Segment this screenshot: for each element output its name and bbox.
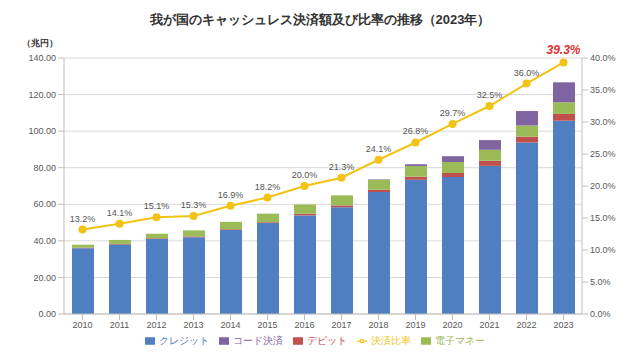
- html-text:決済比率: 決済比率: [371, 335, 411, 346]
- svg-text:2021: 2021: [479, 320, 499, 330]
- svg-text:100.00: 100.00: [28, 126, 56, 136]
- svg-text:14.1%: 14.1%: [107, 208, 133, 218]
- svg-text:2020: 2020: [442, 320, 462, 330]
- svg-text:2012: 2012: [146, 320, 166, 330]
- html-text:我が国のキャッシュレス決済額及び比率の推移（2023年）: 我が国のキャッシュレス決済額及び比率の推移（2023年）: [149, 12, 491, 27]
- svg-text:29.7%: 29.7%: [440, 108, 466, 118]
- svg-text:10.0%: 10.0%: [590, 245, 616, 255]
- svg-text:2023: 2023: [553, 320, 573, 330]
- svg-text:2010: 2010: [72, 320, 92, 330]
- svg-text:2014: 2014: [220, 320, 240, 330]
- svg-text:15.1%: 15.1%: [144, 201, 170, 211]
- svg-text:2011: 2011: [110, 320, 129, 330]
- svg-text:20.0%: 20.0%: [590, 181, 616, 191]
- html-text:デビット: デビット: [307, 335, 347, 346]
- svg-text:30.0%: 30.0%: [590, 117, 616, 127]
- svg-text:20.00: 20.00: [33, 273, 56, 283]
- svg-text:40.0%: 40.0%: [590, 53, 616, 63]
- svg-text:（兆円）: （兆円）: [22, 38, 58, 48]
- svg-text:5.0%: 5.0%: [590, 277, 611, 287]
- svg-text:15.0%: 15.0%: [590, 213, 616, 223]
- svg-text:36.0%: 36.0%: [514, 68, 540, 78]
- svg-text:2015: 2015: [257, 320, 277, 330]
- svg-text:2019: 2019: [405, 320, 425, 330]
- svg-text:25.0%: 25.0%: [590, 149, 616, 159]
- svg-text:39.3%: 39.3%: [546, 43, 580, 57]
- svg-text:0.00: 0.00: [38, 309, 56, 319]
- svg-text:40.00: 40.00: [33, 236, 56, 246]
- svg-text:120.00: 120.00: [28, 90, 56, 100]
- svg-text:26.8%: 26.8%: [403, 126, 429, 136]
- svg-text:20.0%: 20.0%: [292, 170, 318, 180]
- svg-text:2022: 2022: [516, 320, 536, 330]
- svg-text:13.2%: 13.2%: [70, 214, 96, 224]
- svg-text:140.00: 140.00: [28, 53, 56, 63]
- svg-text:21.3%: 21.3%: [329, 162, 355, 172]
- svg-text:15.3%: 15.3%: [181, 200, 207, 210]
- svg-text:16.9%: 16.9%: [218, 190, 244, 200]
- svg-text:2013: 2013: [183, 320, 203, 330]
- svg-text:32.5%: 32.5%: [477, 90, 503, 100]
- svg-text:18.2%: 18.2%: [255, 182, 281, 192]
- svg-text:2016: 2016: [294, 320, 314, 330]
- svg-text:2018: 2018: [368, 320, 388, 330]
- svg-text:80.00: 80.00: [33, 163, 56, 173]
- svg-text:2017: 2017: [331, 320, 351, 330]
- html-text:コード決済: コード決済: [233, 335, 283, 346]
- svg-text:35.0%: 35.0%: [590, 85, 616, 95]
- svg-text:0.0%: 0.0%: [590, 309, 611, 319]
- html-text:クレジット: クレジット: [159, 335, 209, 346]
- html-text:電子マネー: 電子マネー: [435, 335, 485, 346]
- svg-text:60.00: 60.00: [33, 199, 56, 209]
- svg-text:24.1%: 24.1%: [366, 144, 392, 154]
